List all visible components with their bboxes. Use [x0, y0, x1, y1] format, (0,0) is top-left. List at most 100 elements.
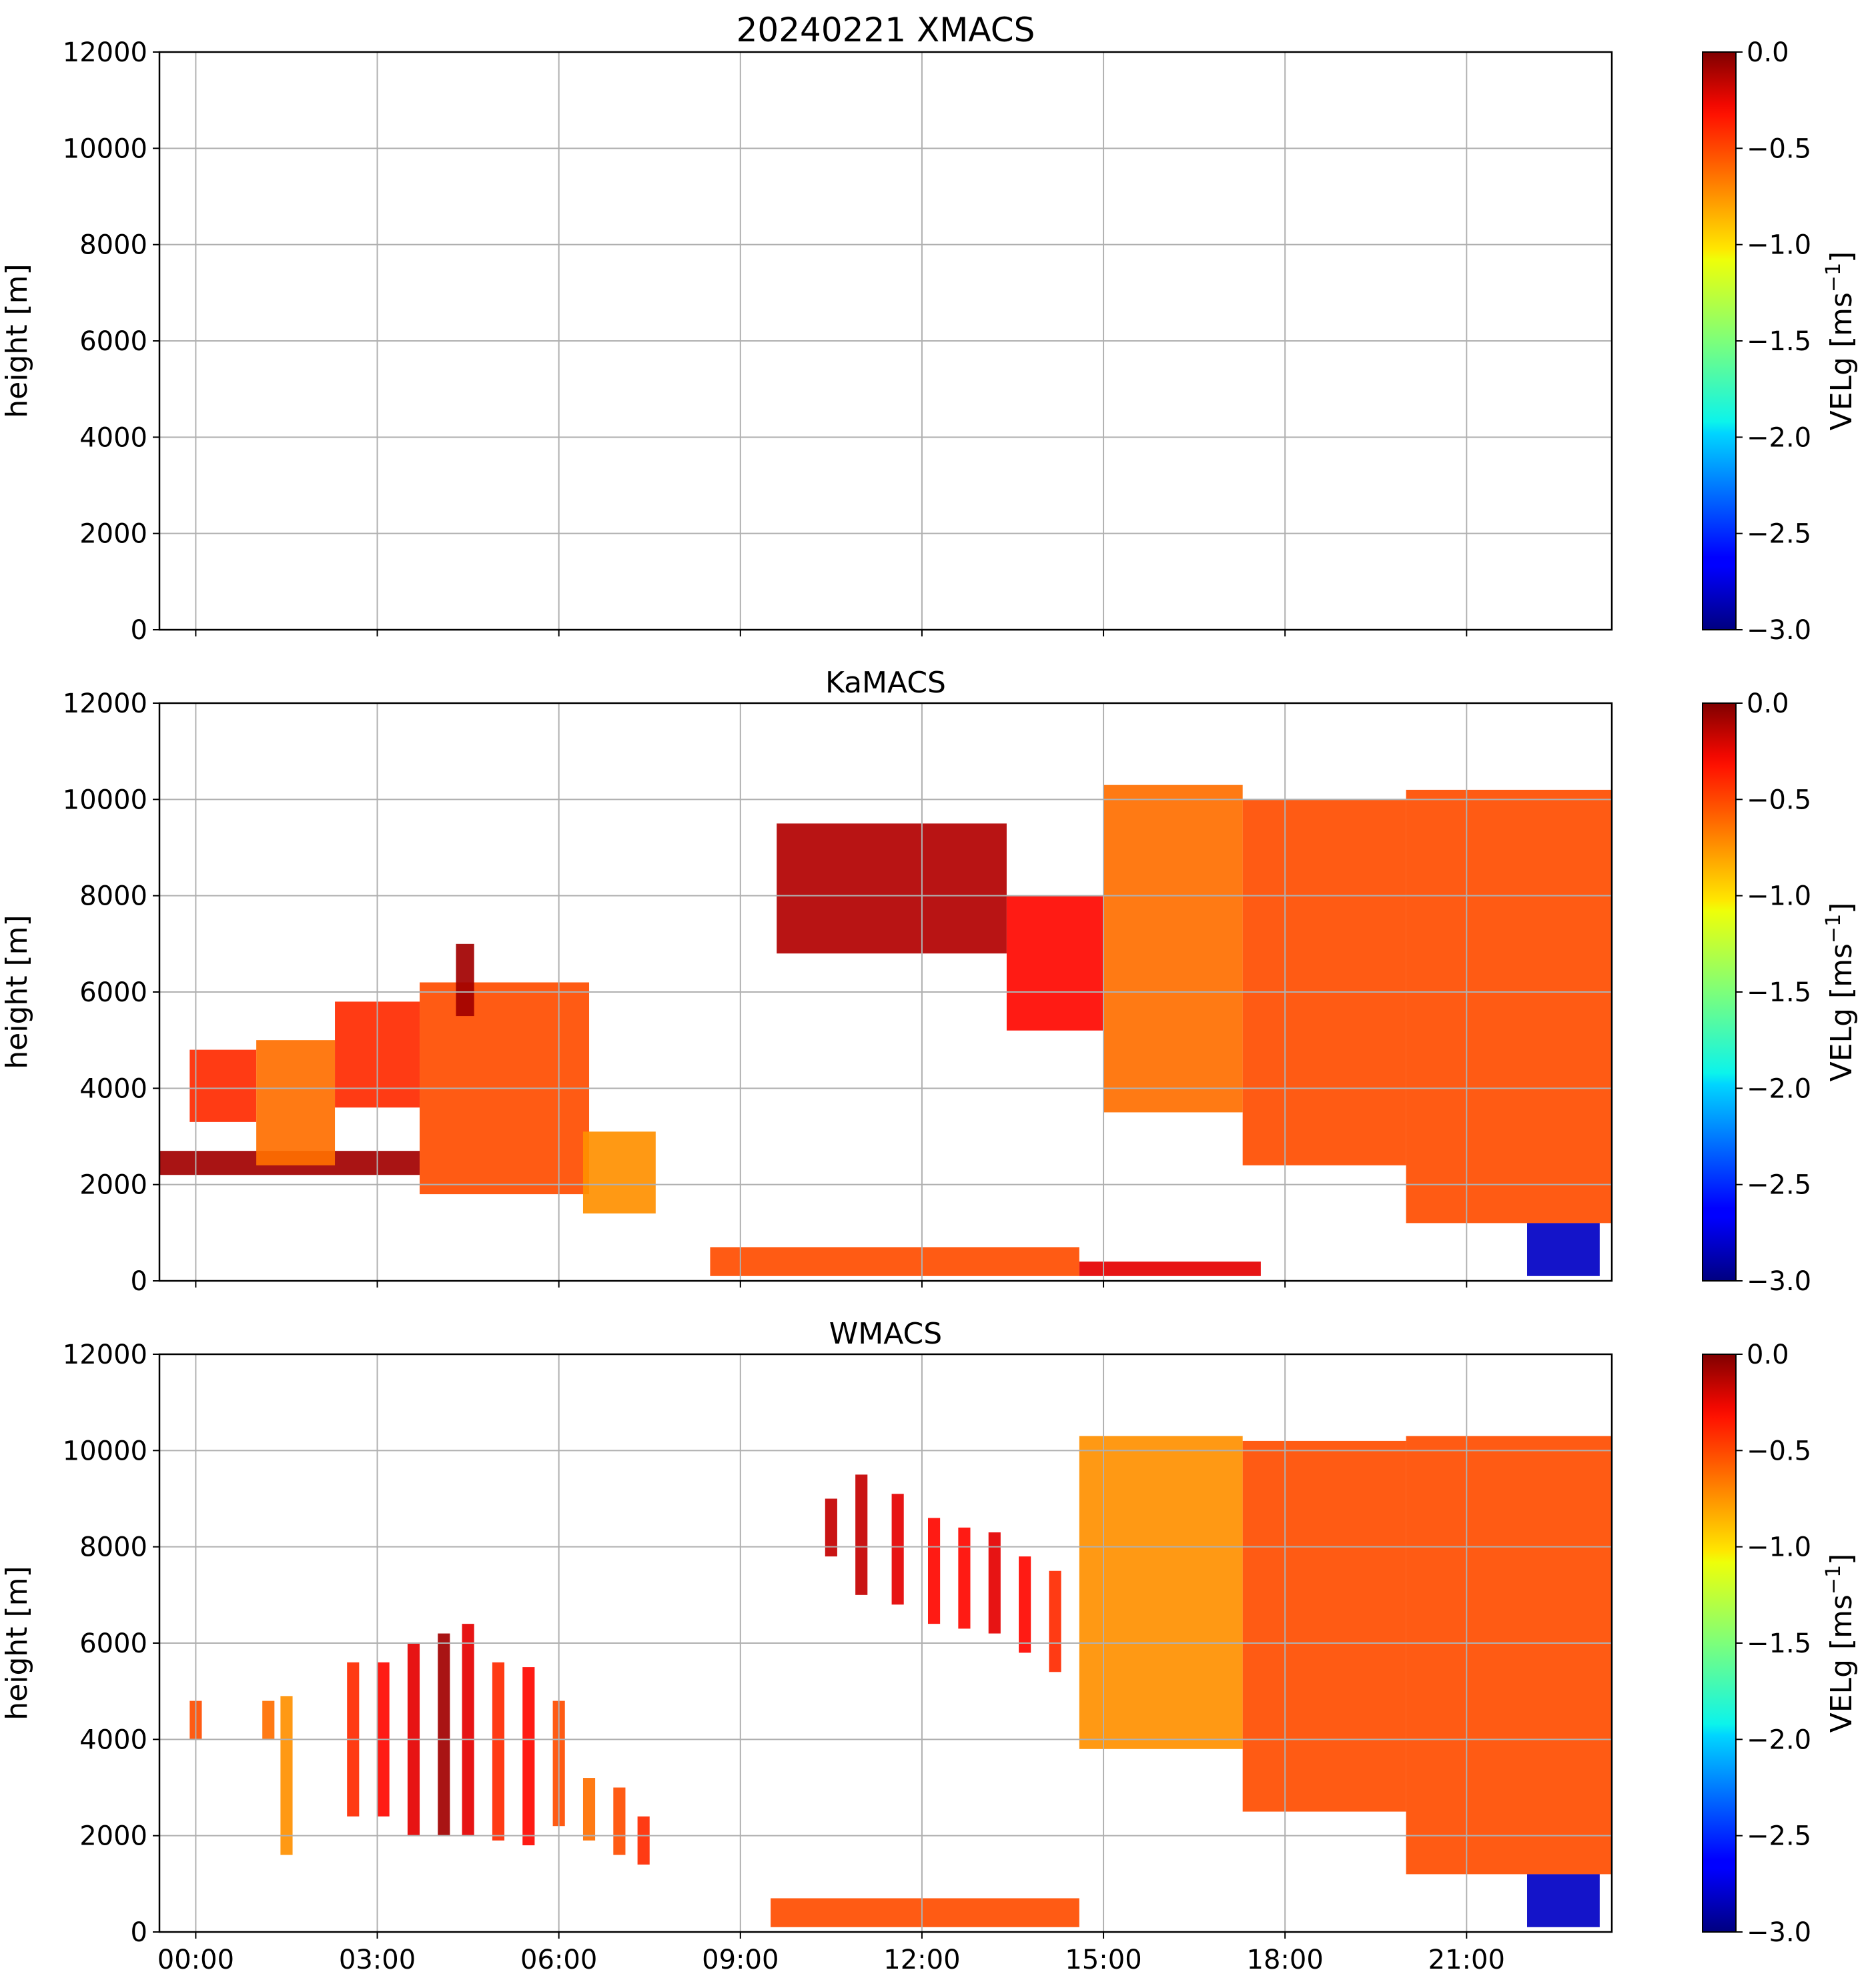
- data-region: [262, 1700, 275, 1740]
- colorbar-tick-label: −1.0: [1747, 1532, 1811, 1563]
- x-tick-label: 00:00: [157, 1945, 234, 1975]
- panel-title: WMACS: [829, 1317, 942, 1351]
- data-region: [280, 1696, 293, 1855]
- data-region: [1527, 1223, 1600, 1276]
- y-axis-label: height [m]: [0, 264, 34, 418]
- data-region: [710, 1247, 1079, 1276]
- colorbar-label: VELg [ms−1]: [1822, 903, 1859, 1082]
- y-tick-label: 2000: [79, 1170, 147, 1201]
- data-region: [1242, 799, 1406, 1165]
- y-tick-label: 0: [131, 1917, 147, 1948]
- colorbar-tick-label: −1.0: [1747, 881, 1811, 912]
- data-regions: [189, 1436, 1612, 1927]
- data-region: [456, 943, 474, 1017]
- y-tick-label: 8000: [79, 1532, 147, 1563]
- colorbar-tick-label: −2.0: [1747, 422, 1811, 453]
- colorbar-tick-label: −1.5: [1747, 1628, 1811, 1659]
- data-regions: [159, 785, 1612, 1276]
- colorbar-tick-label: 0.0: [1747, 688, 1789, 719]
- colorbar-tick-label: −2.0: [1747, 1724, 1811, 1755]
- data-region: [1006, 895, 1104, 1031]
- x-tick-label: 15:00: [1065, 1945, 1141, 1975]
- data-region: [1079, 1262, 1261, 1276]
- data-region: [1049, 1570, 1061, 1672]
- colorbar-tick-label: −3.0: [1747, 1266, 1811, 1297]
- colorbar-tick-label: −3.0: [1747, 615, 1811, 646]
- x-tick-label: 06:00: [520, 1945, 597, 1975]
- data-region: [1019, 1556, 1031, 1653]
- data-region: [256, 1040, 336, 1165]
- panel-1: KaMACS height [m] 0 2000 4000 6000 8000 10000 12…: [0, 666, 1859, 1297]
- y-tick-label: 6000: [79, 1628, 147, 1659]
- colorbar-tick-label: −1.0: [1747, 230, 1811, 261]
- panel-title: 20240221 XMACS: [737, 11, 1035, 49]
- data-region: [1242, 1440, 1406, 1812]
- colorbar-tick-label: −0.5: [1747, 1436, 1811, 1466]
- data-region: [189, 1049, 257, 1122]
- data-region: [637, 1816, 650, 1865]
- y-tick-label: 0: [131, 615, 147, 646]
- data-region: [1103, 785, 1243, 1113]
- colorbar: [1702, 1354, 1737, 1933]
- colorbar: [1702, 702, 1737, 1282]
- y-tick-label: 10000: [63, 133, 147, 164]
- x-tick-label: 12:00: [883, 1945, 960, 1975]
- y-axis-label: height [m]: [0, 1566, 34, 1720]
- colorbar: [1702, 51, 1737, 630]
- plot-frame: [158, 702, 1613, 1282]
- colorbar-tick-label: −1.5: [1747, 326, 1811, 357]
- panel-title: KaMACS: [825, 666, 946, 700]
- data-region: [582, 1778, 596, 1841]
- colorbar-tick-label: −0.5: [1747, 785, 1811, 815]
- x-tick-label: 09:00: [702, 1945, 779, 1975]
- colorbar-tick-label: 0.0: [1747, 37, 1789, 68]
- data-region: [522, 1667, 535, 1846]
- y-tick-label: 8000: [79, 881, 147, 912]
- y-tick-label: 12000: [63, 688, 147, 719]
- y-tick-label: 2000: [79, 1821, 147, 1852]
- y-tick-label: 4000: [79, 1724, 147, 1755]
- colorbar-tick-label: 0.0: [1747, 1340, 1789, 1370]
- data-region: [771, 1898, 1079, 1927]
- data-region: [438, 1633, 450, 1836]
- data-region: [855, 1474, 868, 1595]
- data-region: [1406, 1436, 1612, 1875]
- y-tick-label: 12000: [63, 1340, 147, 1370]
- colorbar-tick-label: −1.5: [1747, 977, 1811, 1008]
- y-tick-label: 10000: [63, 785, 147, 815]
- y-axis-label: height [m]: [0, 915, 34, 1069]
- colorbar-label: VELg [ms−1]: [1822, 1554, 1859, 1733]
- colorbar-tick-label: −2.5: [1747, 1821, 1811, 1852]
- colorbar-tick-label: −0.5: [1747, 133, 1811, 164]
- x-tick-label: 21:00: [1428, 1945, 1505, 1975]
- panel-0: 20240221 XMACS height [m] 0 2000 4000 6000 800…: [0, 11, 1859, 646]
- data-region: [958, 1527, 971, 1629]
- y-tick-label: 4000: [79, 422, 147, 453]
- colorbar-tick-label: −2.5: [1747, 519, 1811, 550]
- y-tick-label: 12000: [63, 37, 147, 68]
- plot-frame: [158, 51, 1613, 631]
- data-region: [582, 1131, 656, 1213]
- colorbar-label: VELg [ms−1]: [1822, 252, 1859, 431]
- data-region: [777, 823, 1007, 954]
- plot-frame: [158, 1353, 1613, 1933]
- colorbar-tick-label: −2.0: [1747, 1073, 1811, 1104]
- data-region: [1079, 1436, 1243, 1749]
- y-tick-label: 6000: [79, 977, 147, 1008]
- data-region: [1527, 1874, 1600, 1927]
- data-region: [825, 1498, 837, 1557]
- data-region: [1406, 789, 1612, 1223]
- panel-2: WMACS height [m] 00:00 03:00 06:00 09:00 12:00…: [0, 1317, 1859, 1975]
- colorbar-tick-label: −2.5: [1747, 1170, 1811, 1201]
- y-tick-label: 0: [131, 1266, 147, 1297]
- y-tick-label: 6000: [79, 326, 147, 357]
- data-region: [927, 1518, 941, 1624]
- data-region: [988, 1532, 1001, 1634]
- data-region: [462, 1624, 474, 1836]
- x-tick-label: 03:00: [339, 1945, 416, 1975]
- y-tick-label: 8000: [79, 230, 147, 261]
- data-region: [891, 1494, 904, 1605]
- y-tick-label: 10000: [63, 1436, 147, 1466]
- colorbar-tick-label: −3.0: [1747, 1917, 1811, 1948]
